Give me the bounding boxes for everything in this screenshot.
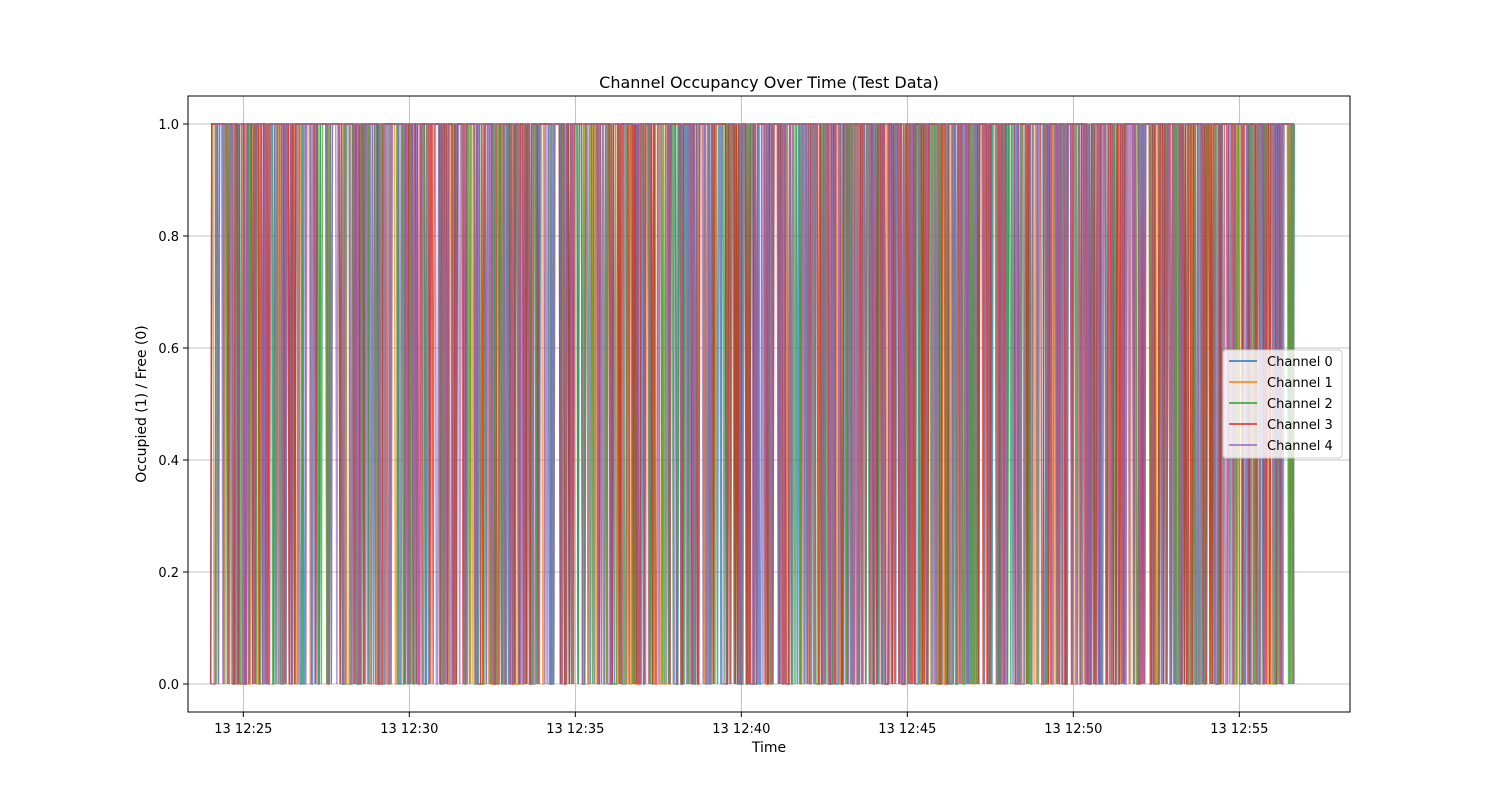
x-tick-label: 13 12:55 xyxy=(1210,722,1268,737)
x-tick-label: 13 12:40 xyxy=(712,722,770,737)
x-axis-label: Time xyxy=(751,740,786,756)
plot-frame xyxy=(187,95,1351,713)
tick-layer: 0.0 0.2 0.4 0.6 0.8 1.0 13 12:25 13 12:30 13 12:… xyxy=(158,118,1268,737)
legend-label: Channel 0 xyxy=(1267,355,1333,370)
legend: Channel 0 Channel 1 Channel 2 Channel 3 Chan… xyxy=(1222,349,1343,459)
y-tick-label: 0.8 xyxy=(158,230,179,245)
y-tick-label: 0.4 xyxy=(158,454,179,469)
legend-label: Channel 4 xyxy=(1267,439,1333,454)
y-tick-label: 1.0 xyxy=(158,118,179,133)
x-tick-label: 13 12:50 xyxy=(1044,722,1102,737)
legend-label: Channel 2 xyxy=(1267,397,1333,412)
legend-box xyxy=(1222,349,1343,459)
chart-title: Channel Occupancy Over Time (Test Data) xyxy=(599,73,939,92)
series-layer xyxy=(209,123,1295,685)
x-tick-label: 13 12:45 xyxy=(878,722,936,737)
y-tick-label: 0.0 xyxy=(158,678,179,693)
x-tick-label: 13 12:25 xyxy=(214,722,272,737)
x-tick-label: 13 12:35 xyxy=(546,722,604,737)
series-line-channel-4 xyxy=(210,123,1295,685)
y-axis-label: Occupied (1) / Free (0) xyxy=(134,325,150,482)
x-tick-label: 13 12:30 xyxy=(380,722,438,737)
y-tick-label: 0.6 xyxy=(158,342,179,357)
y-tick-label: 0.2 xyxy=(158,566,179,581)
legend-label: Channel 1 xyxy=(1267,376,1333,391)
legend-label: Channel 3 xyxy=(1267,418,1333,433)
